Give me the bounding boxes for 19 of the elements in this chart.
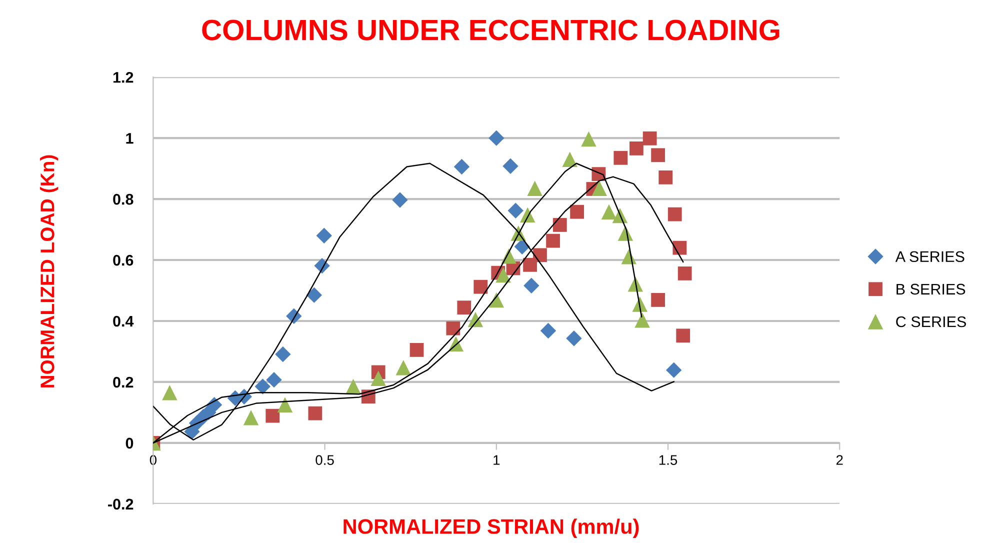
x-tick-label: 1.5 — [659, 455, 678, 465]
x-tick-label: 0.5 — [316, 455, 334, 465]
y-tick-label: 0.4 — [113, 316, 134, 327]
y-tick-label: 0.2 — [113, 376, 134, 388]
y-axis-title: NORMALIZED LOAD (Kn) — [40, 155, 58, 388]
legend-label: B SERIES — [896, 284, 966, 295]
y-tick-label: -0.2 — [108, 498, 134, 510]
x-tick-label: 2 — [836, 455, 843, 465]
x-axis-title: NORMALIZED STRIAN (mm/u) — [344, 518, 639, 538]
y-tick-label: 1 — [126, 133, 134, 144]
legend-label: A SERIES — [895, 251, 964, 262]
legend-label: C SERIES — [896, 316, 966, 328]
y-tick-label: 0 — [126, 438, 134, 449]
y-tick-label: 0.8 — [113, 194, 134, 205]
x-tick-label: 0 — [150, 455, 157, 465]
x-tick-label: 1 — [494, 455, 500, 465]
y-tick-label: 0.6 — [113, 254, 134, 266]
chart-title: COLUMNS UNDER ECCENTRIC LOADING — [202, 20, 780, 40]
y-tick-label: 1.2 — [113, 72, 134, 83]
